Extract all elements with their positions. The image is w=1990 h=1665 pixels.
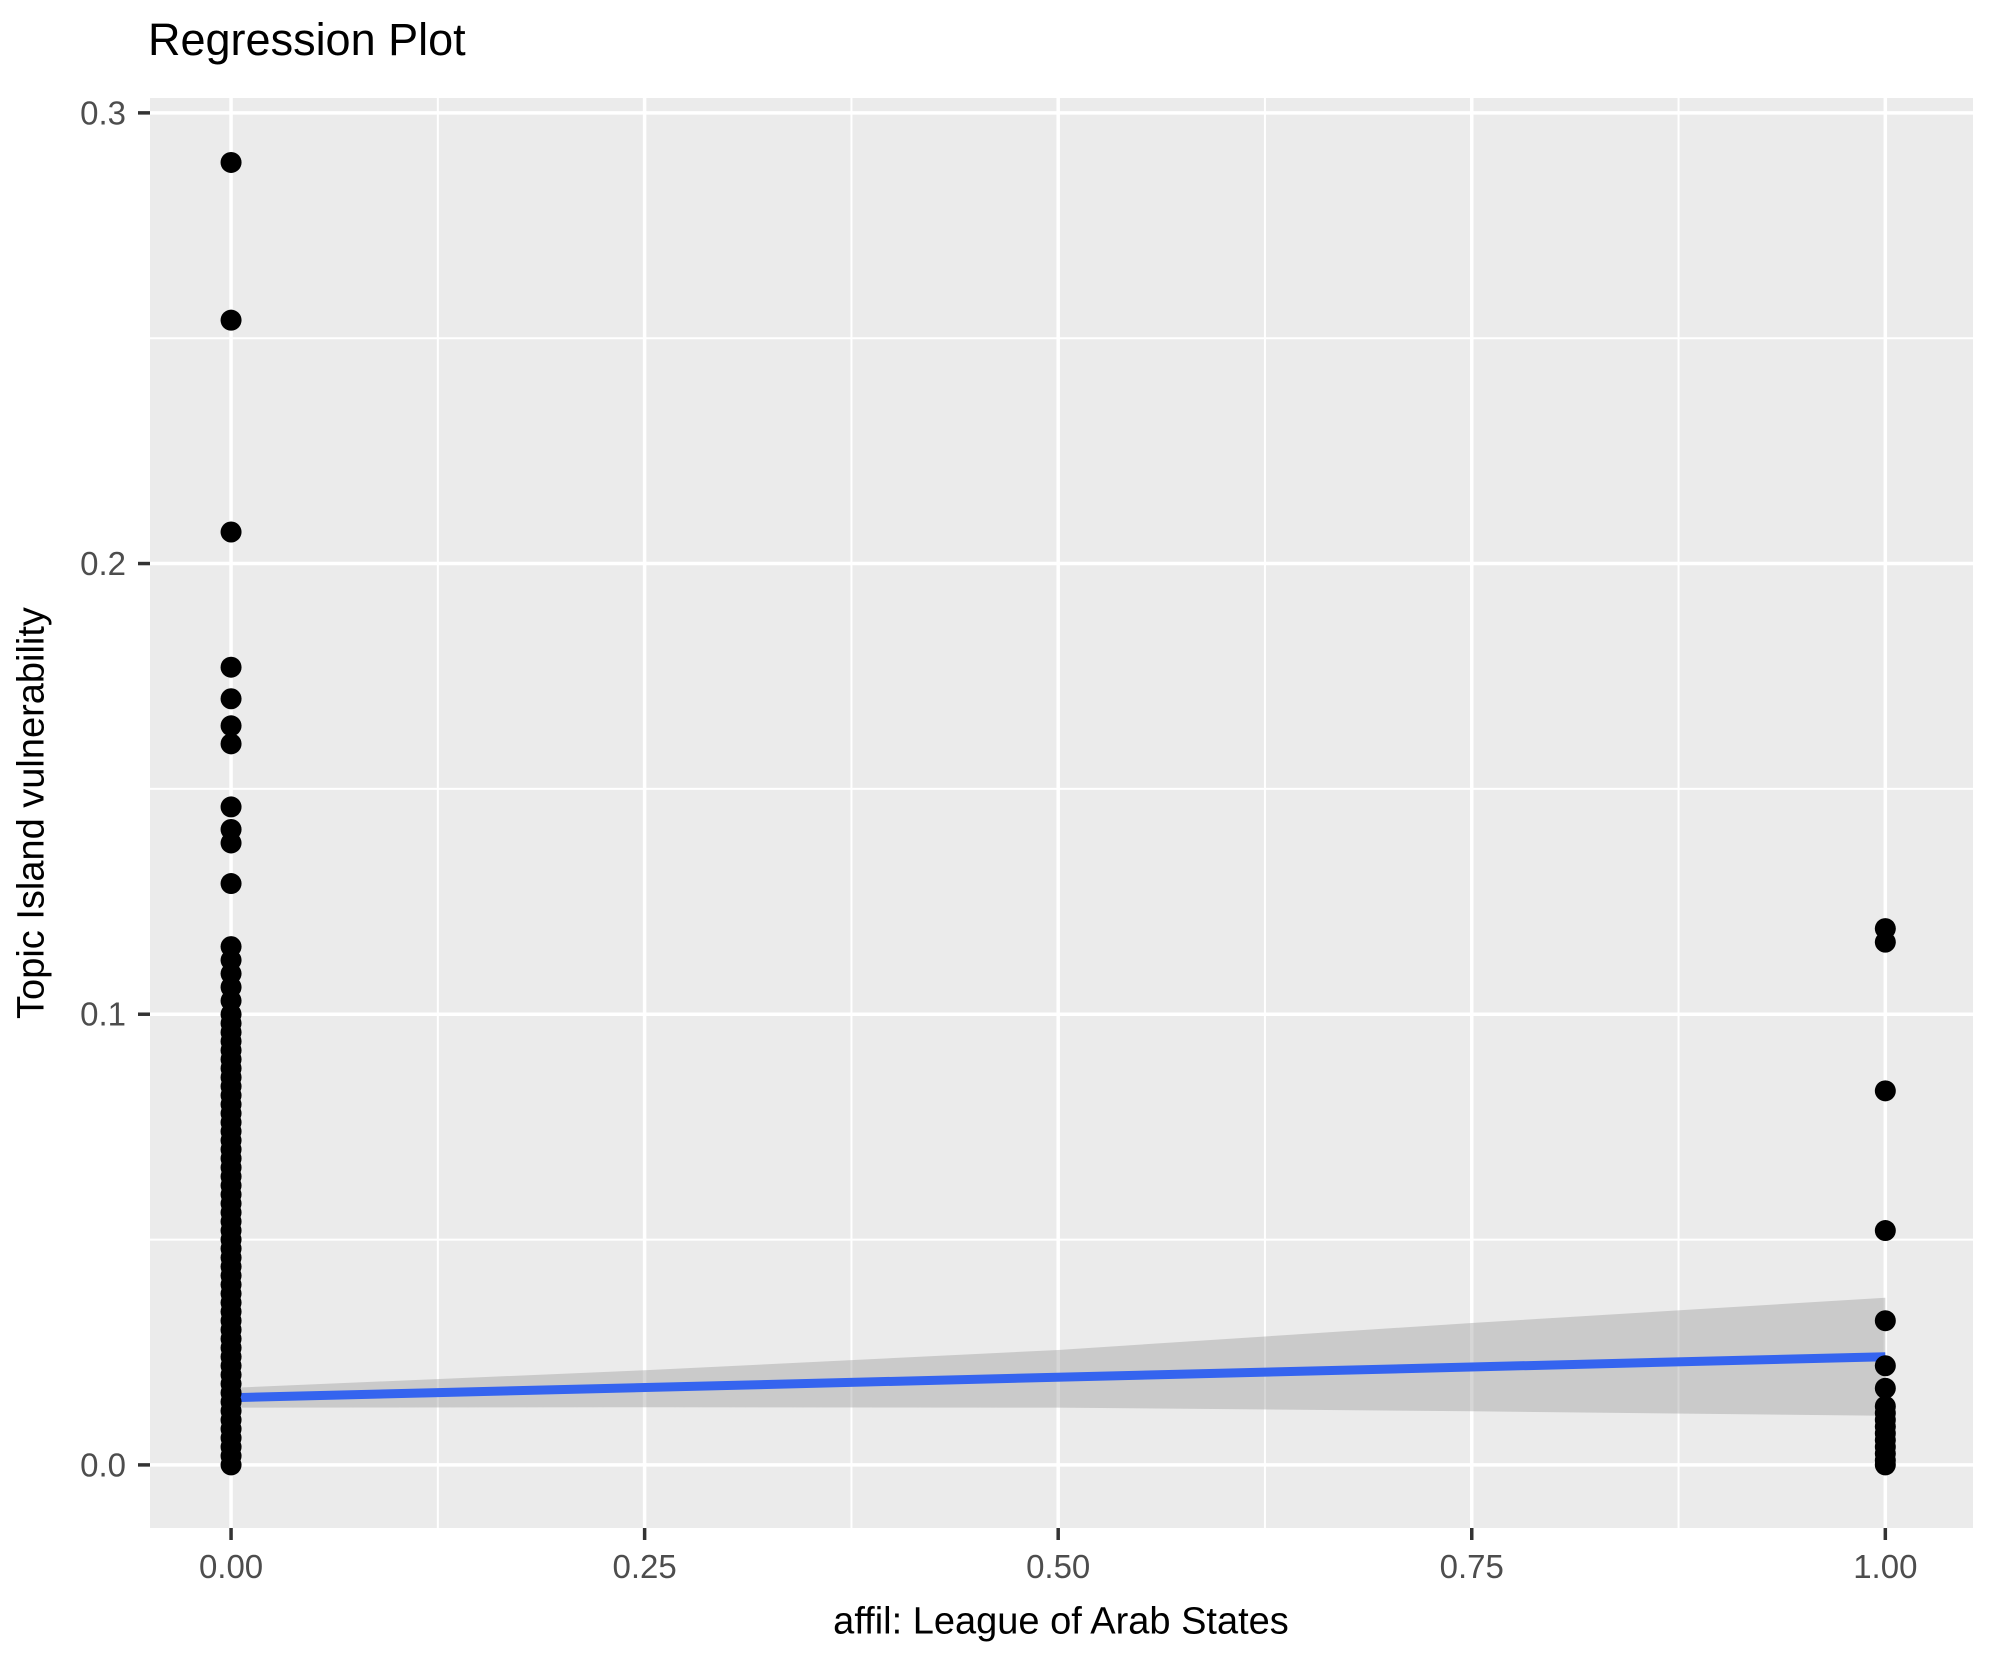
x-tick-label: 1.00 xyxy=(1853,1548,1917,1585)
data-point xyxy=(220,309,242,331)
plot-title: Regression Plot xyxy=(148,14,466,65)
data-point xyxy=(220,688,242,710)
data-point xyxy=(1874,1220,1896,1242)
data-point xyxy=(1874,1080,1896,1102)
data-point xyxy=(220,832,242,854)
y-axis-title: Topic Island vulnerability xyxy=(10,607,53,1019)
panel-background xyxy=(150,98,1973,1528)
data-point xyxy=(220,521,242,543)
x-axis-title: affil: League of Arab States xyxy=(833,1600,1289,1643)
data-point xyxy=(220,733,242,755)
y-tick-label: 0.2 xyxy=(80,545,126,582)
data-point xyxy=(1874,1310,1896,1332)
data-point xyxy=(220,656,242,678)
x-tick-label: 0.50 xyxy=(1026,1548,1090,1585)
x-tick-label: 0.00 xyxy=(199,1548,263,1585)
data-point xyxy=(220,151,242,173)
data-point xyxy=(220,1454,242,1476)
y-tick-label: 0.0 xyxy=(80,1446,126,1483)
data-point xyxy=(1874,931,1896,953)
regression-line xyxy=(230,1352,1886,1403)
data-point xyxy=(1874,1454,1896,1476)
y-tick-label: 0.3 xyxy=(80,94,126,131)
x-tick-label: 0.25 xyxy=(613,1548,677,1585)
y-tick-label: 0.1 xyxy=(80,996,126,1033)
data-point xyxy=(220,873,242,895)
data-point xyxy=(1874,1377,1896,1399)
x-tick-label: 0.75 xyxy=(1440,1548,1504,1585)
data-point xyxy=(220,796,242,818)
data-point xyxy=(220,715,242,737)
data-point xyxy=(1874,1355,1896,1377)
